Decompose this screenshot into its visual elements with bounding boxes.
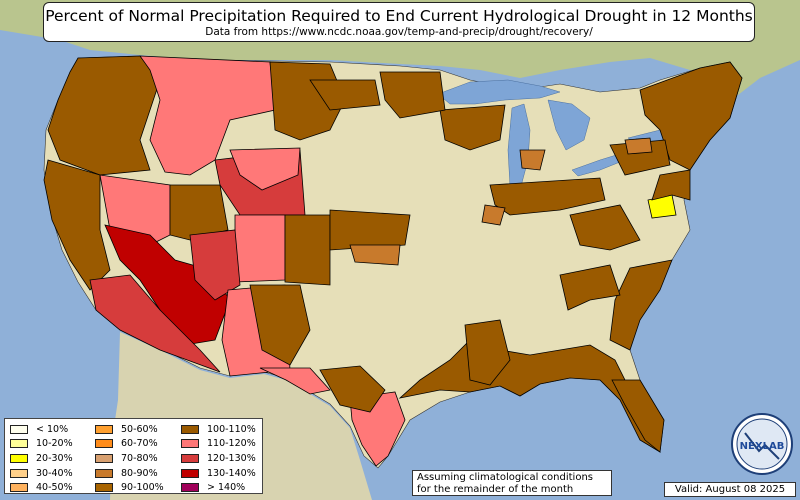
region-appalachia — [569, 204, 641, 251]
legend-swatch — [181, 468, 199, 478]
region-wyoming-west — [229, 147, 301, 191]
legend-label: 120-130% — [207, 452, 256, 464]
legend-label: 30-40% — [36, 467, 73, 479]
legend-item: 60-70% — [95, 437, 164, 452]
legend-swatch — [181, 453, 199, 463]
legend-swatch — [181, 439, 199, 449]
region-sw-red — [89, 274, 221, 373]
region-mid-south — [559, 264, 621, 311]
legend-label: 20-30% — [36, 452, 73, 464]
region-nd-brown — [309, 79, 381, 111]
legend-swatch — [10, 483, 28, 493]
legend-swatch — [181, 424, 199, 434]
region-florida — [611, 379, 665, 453]
legend-item: 50-60% — [95, 422, 164, 437]
legend-swatch — [10, 453, 28, 463]
legend-column-3: 100-110% 110-120% 120-130% 130-140% > 14… — [181, 422, 256, 495]
legend-swatch — [95, 424, 113, 434]
legend-swatch — [10, 424, 28, 434]
legend-swatch — [95, 468, 113, 478]
legend-column-1: < 10% 10-20% 20-30% 30-40% 40-50% — [10, 422, 73, 495]
legend-label: 50-60% — [121, 423, 158, 435]
legend-label: 100-110% — [207, 423, 256, 435]
region-texas-central — [319, 365, 386, 413]
region-california-north — [43, 159, 111, 291]
legend-label: < 10% — [36, 423, 69, 435]
map-subtitle: Data from https://www.ncdc.noaa.gov/temp… — [205, 26, 593, 38]
legend-label: 110-120% — [207, 438, 256, 450]
legend-swatch — [95, 453, 113, 463]
legend-item: 90-100% — [95, 480, 164, 495]
region-minnesota — [379, 71, 446, 119]
logo-text: NEXLAB — [740, 441, 785, 452]
legend-item: 10-20% — [10, 437, 73, 452]
valid-date: Valid: August 08 2025 — [664, 482, 796, 497]
legend-swatch — [10, 468, 28, 478]
region-kansas-light — [349, 244, 401, 266]
region-indiana-orange — [519, 149, 546, 171]
legend-item: 70-80% — [95, 451, 164, 466]
legend-item: > 140% — [181, 480, 256, 495]
legend-item: 20-30% — [10, 451, 73, 466]
legend-column-2: 50-60% 60-70% 70-80% 80-90% 90-100% — [95, 422, 164, 495]
region-texas-west — [259, 367, 331, 395]
legend-label: 80-90% — [121, 467, 158, 479]
region-sw-dark — [104, 224, 231, 346]
region-colorado — [234, 214, 286, 283]
region-illinois-orange — [481, 204, 506, 226]
region-ny-orange — [624, 137, 653, 155]
legend-label: 60-70% — [121, 438, 158, 450]
legend-swatch — [95, 483, 113, 493]
region-upper-midwest — [439, 104, 506, 151]
region-colorado-east — [284, 214, 331, 286]
title-box: Percent of Normal Precipitation Required… — [43, 2, 755, 42]
legend-item: 100-110% — [181, 422, 256, 437]
legend-item: 110-120% — [181, 437, 256, 452]
legend-item: < 10% — [10, 422, 73, 437]
legend-swatch — [10, 439, 28, 449]
region-southeast-coast — [609, 259, 673, 351]
note-line-2: for the remainder of the month — [417, 483, 574, 495]
region-virginia — [651, 169, 691, 201]
assumption-note: Assuming climatological conditions for t… — [412, 470, 612, 496]
legend-swatch — [95, 439, 113, 449]
note-line-1: Assuming climatological conditions — [417, 472, 593, 483]
region-central-plains — [329, 209, 411, 251]
legend-item: 40-50% — [10, 480, 73, 495]
legend-item: 130-140% — [181, 466, 256, 481]
legend: < 10% 10-20% 20-30% 30-40% 40-50% 50-60%… — [4, 418, 263, 494]
map-title: Percent of Normal Precipitation Required… — [45, 7, 753, 25]
legend-label: 90-100% — [121, 482, 164, 494]
region-lower-mississippi — [464, 319, 511, 386]
legend-label: 70-80% — [121, 452, 158, 464]
region-nm-east — [249, 284, 311, 366]
legend-item: 80-90% — [95, 466, 164, 481]
legend-item: 120-130% — [181, 451, 256, 466]
legend-label: 10-20% — [36, 438, 73, 450]
legend-label: > 140% — [207, 482, 246, 494]
legend-label: 40-50% — [36, 482, 73, 494]
nexlab-logo: NEXLAB — [731, 413, 793, 475]
great-lakes — [437, 79, 669, 191]
legend-swatch — [181, 483, 199, 493]
legend-item: 30-40% — [10, 466, 73, 481]
region-ohio-valley — [489, 177, 606, 216]
legend-label: 130-140% — [207, 467, 256, 479]
drought-regions — [43, 55, 743, 467]
